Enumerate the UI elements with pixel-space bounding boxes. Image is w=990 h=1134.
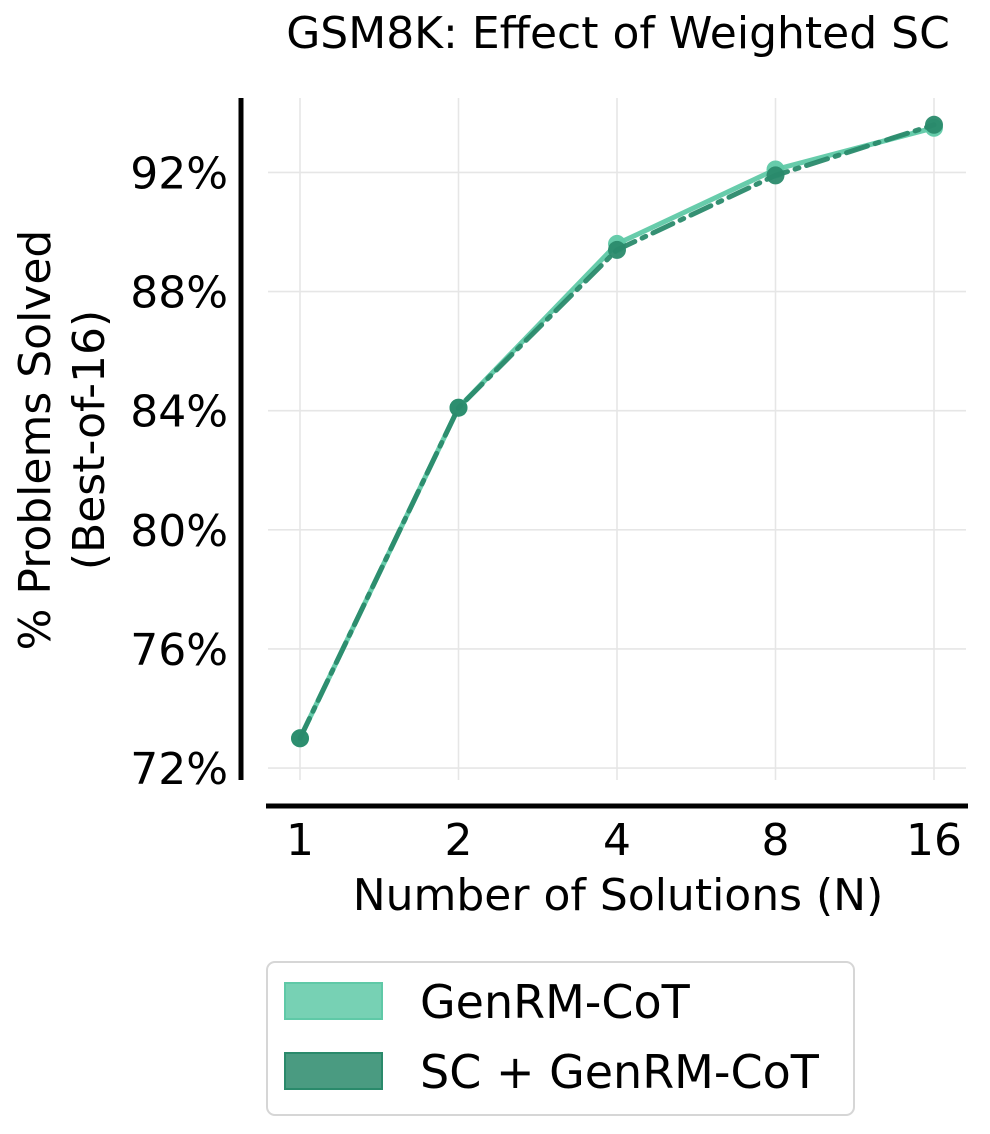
legend-label: SC + GenRM-CoT	[420, 1045, 820, 1099]
series	[291, 115, 943, 748]
y-tick-label: 72%	[130, 744, 228, 795]
y-axis-label-line1: % Problems Solved	[10, 230, 61, 651]
series-point	[608, 240, 626, 259]
series-point	[925, 115, 943, 134]
legend-swatch	[284, 982, 383, 1020]
chart-title: GSM8K: Effect of Weighted SC	[286, 8, 950, 59]
y-tick-labels: 72% 76% 80% 84% 88% 92%	[130, 148, 228, 795]
x-tick-label: 1	[286, 815, 314, 866]
series-point	[766, 166, 785, 185]
y-tick-label: 76%	[130, 625, 228, 676]
x-tick-label: 4	[603, 815, 631, 866]
legend-swatch	[284, 1052, 383, 1090]
y-tick-label: 88%	[130, 268, 228, 319]
series-point	[449, 398, 468, 417]
series-2	[291, 115, 943, 748]
x-tick-labels: 1 2 4 8 16	[286, 815, 962, 866]
y-tick-label: 84%	[130, 387, 228, 438]
y-axis-label-line2: (Best-of-16)	[64, 310, 115, 570]
x-tick-label: 16	[906, 815, 962, 866]
x-tick-label: 2	[445, 815, 473, 866]
grid	[268, 98, 966, 780]
legend-frame	[266, 961, 855, 1116]
x-axis-label: Number of Solutions (N)	[353, 870, 884, 921]
legend-label: GenRM-CoT	[420, 975, 691, 1029]
series-point	[291, 729, 309, 748]
y-tick-label: 92%	[130, 148, 228, 199]
y-tick-label: 80%	[130, 506, 228, 557]
legend: GenRM-CoT SC + GenRM-CoT	[266, 961, 855, 1116]
x-tick-label: 8	[762, 815, 790, 866]
legend-entries: GenRM-CoT SC + GenRM-CoT	[284, 975, 820, 1099]
y-axis-label: % Problems Solved (Best-of-16)	[10, 230, 115, 651]
